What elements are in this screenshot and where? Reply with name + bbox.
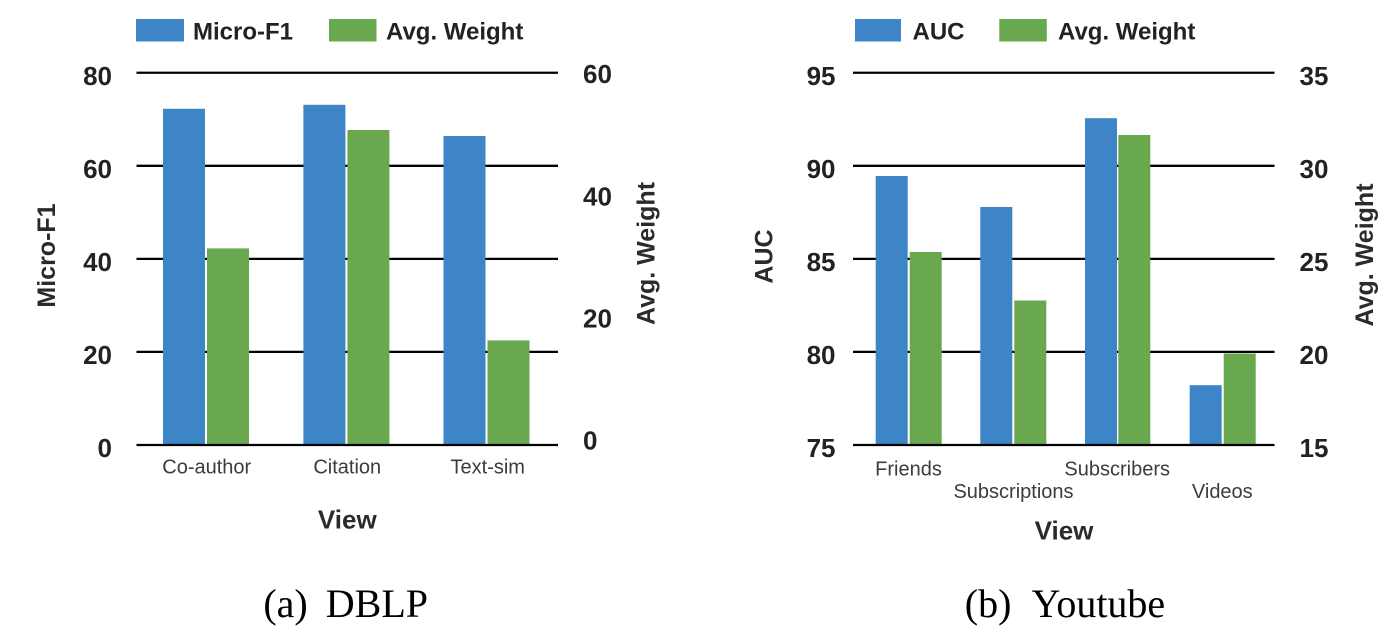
svg-text:60: 60 xyxy=(83,154,112,184)
svg-text:Text-sim: Text-sim xyxy=(451,457,525,479)
svg-text:60: 60 xyxy=(583,59,612,89)
svg-text:20: 20 xyxy=(583,304,612,334)
svg-text:20: 20 xyxy=(1300,340,1329,370)
svg-text:40: 40 xyxy=(583,181,612,211)
svg-text:Avg. Weight: Avg. Weight xyxy=(1351,183,1379,327)
svg-text:Micro-F1: Micro-F1 xyxy=(193,19,293,46)
svg-text:40: 40 xyxy=(83,247,112,277)
svg-text:Videos: Videos xyxy=(1192,481,1253,503)
svg-text:75: 75 xyxy=(807,433,836,463)
svg-text:85: 85 xyxy=(807,247,836,277)
svg-text:0: 0 xyxy=(583,426,597,456)
svg-text:Subscriptions: Subscriptions xyxy=(953,481,1073,503)
svg-text:20: 20 xyxy=(83,340,112,370)
svg-text:Subscribers: Subscribers xyxy=(1064,459,1170,481)
svg-text:Micro-F1: Micro-F1 xyxy=(33,203,61,307)
svg-text:80: 80 xyxy=(83,61,112,91)
svg-text:Avg. Weight: Avg. Weight xyxy=(386,19,523,46)
svg-text:(b) Youtube: (b) Youtube xyxy=(965,581,1165,626)
svg-text:25: 25 xyxy=(1300,247,1329,277)
svg-text:View: View xyxy=(1035,516,1095,546)
svg-text:95: 95 xyxy=(807,61,836,91)
svg-text:Co-author: Co-author xyxy=(162,457,251,479)
svg-text:Avg. Weight: Avg. Weight xyxy=(1058,19,1195,46)
svg-text:80: 80 xyxy=(807,340,836,370)
svg-text:Citation: Citation xyxy=(313,457,381,479)
svg-text:35: 35 xyxy=(1300,61,1329,91)
svg-text:Friends: Friends xyxy=(875,459,942,481)
svg-text:AUC: AUC xyxy=(913,19,965,46)
svg-text:View: View xyxy=(318,505,378,535)
svg-text:90: 90 xyxy=(807,154,836,184)
svg-text:(a) DBLP: (a) DBLP xyxy=(263,581,428,626)
svg-text:Avg. Weight: Avg. Weight xyxy=(633,181,661,325)
svg-text:15: 15 xyxy=(1300,433,1329,463)
svg-text:30: 30 xyxy=(1300,154,1329,184)
svg-text:AUC: AUC xyxy=(751,229,779,283)
svg-text:0: 0 xyxy=(98,433,112,463)
